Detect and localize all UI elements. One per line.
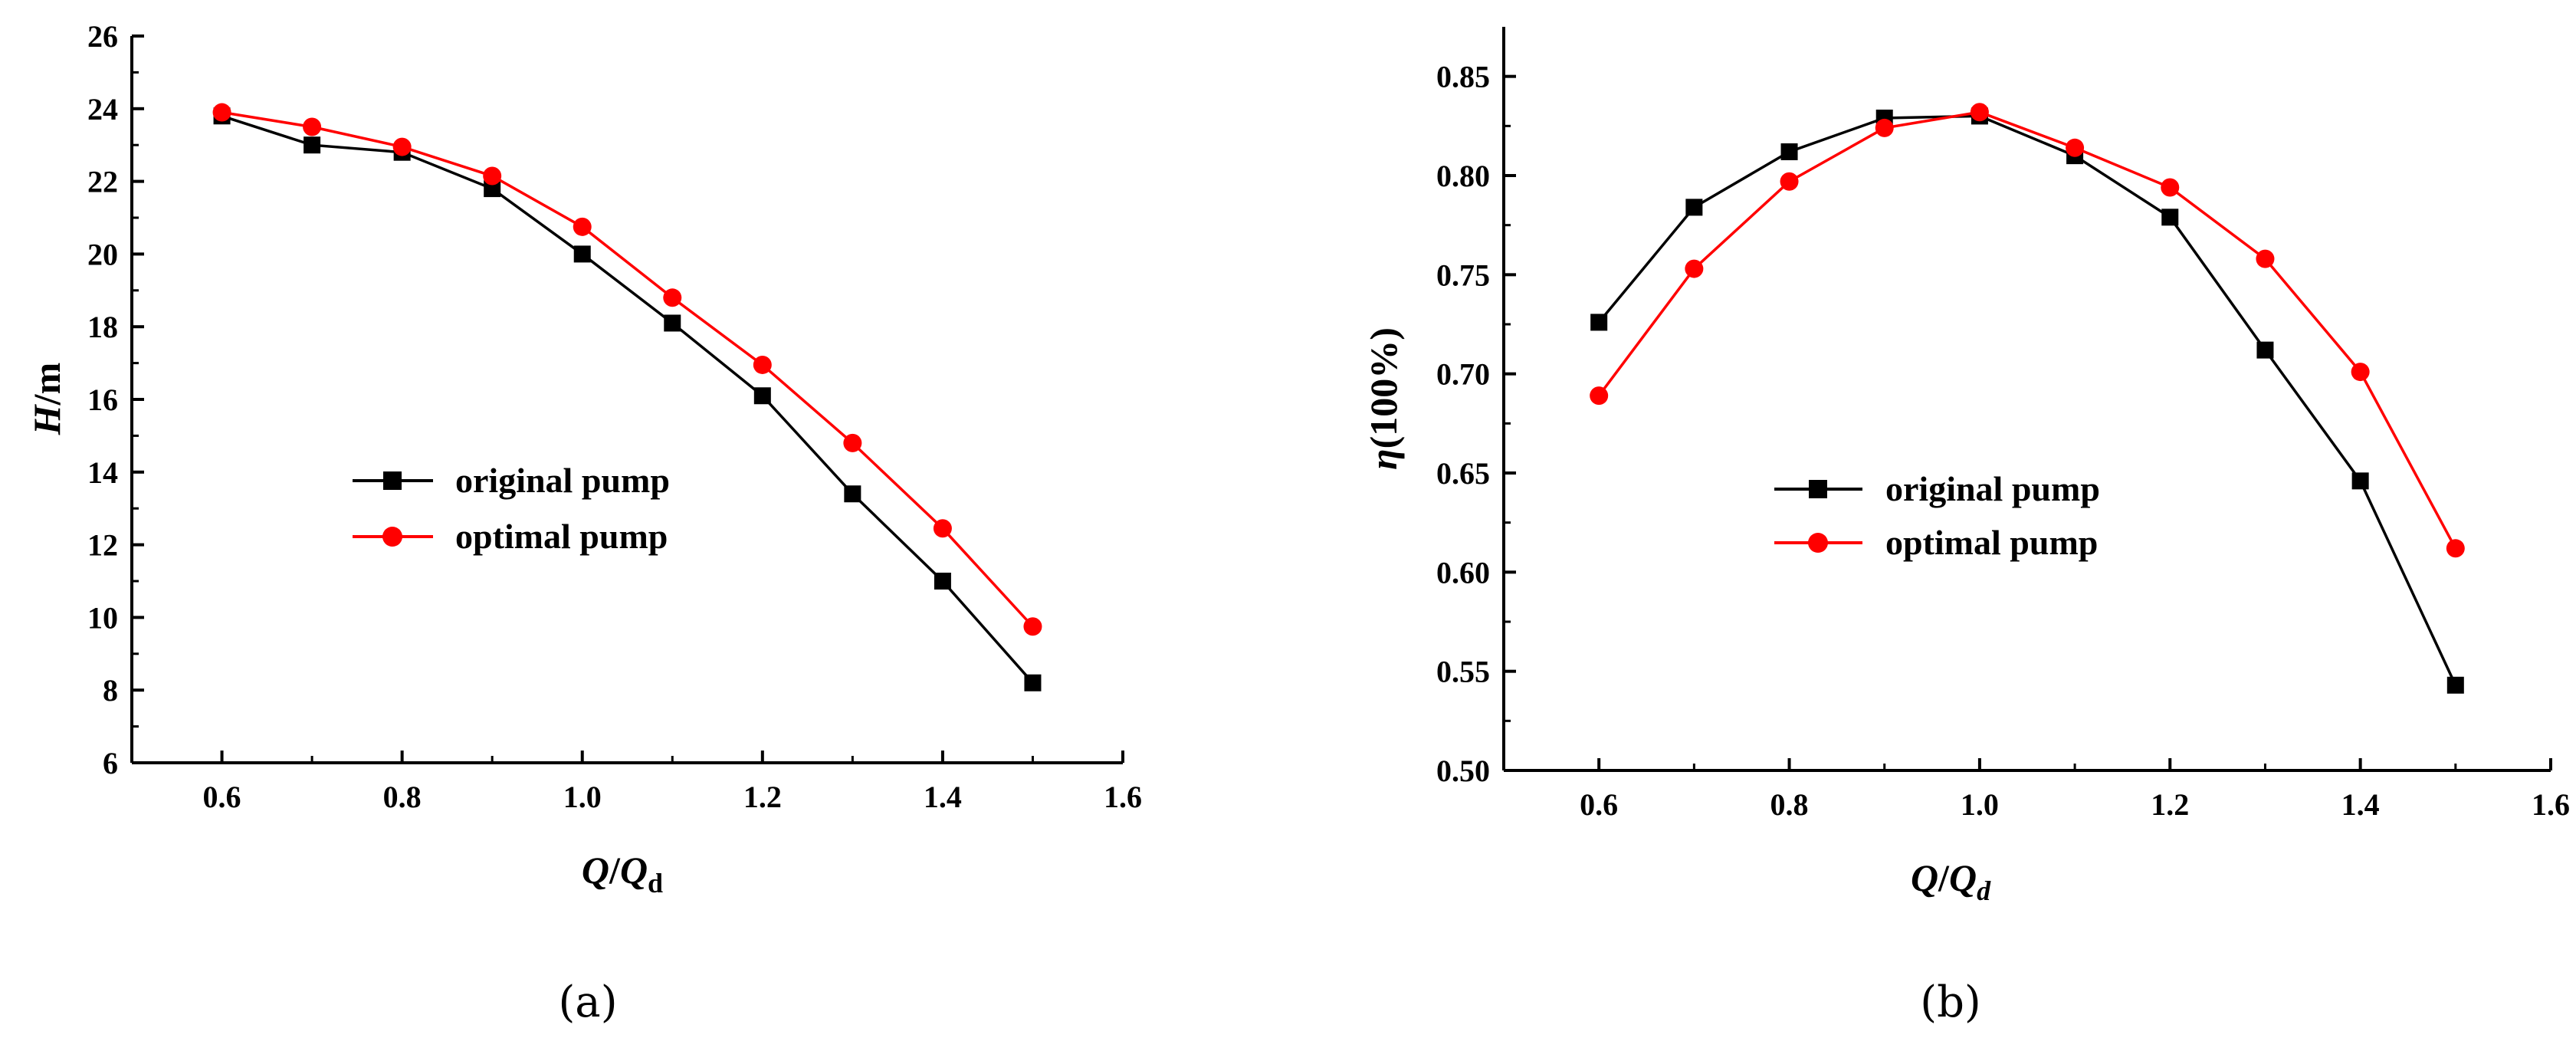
chart-b-optimal-pump-point [1590,386,1609,406]
chart-b: 0.6 0.8 1.0 1.2 1.4 1.6 0.50 0.55 0.60 0.65 0.70 0.… [1362,27,2570,1027]
legend-b-optimal-marker [1808,533,1828,553]
chart-b-optimal-pump-point [2446,539,2465,558]
chart-b-x-tick-label: 0.8 [1770,787,1809,822]
chart-a-optimal-pump-point [933,519,952,538]
chart-a-x-tick-label: 0.6 [203,780,241,814]
chart-a-ylabel: H/m [25,363,68,435]
panel-label-a: (a) [558,977,617,1027]
chart-b-original-pump-point [1590,314,1608,331]
chart-a-original-pump-point [304,136,321,154]
chart-a-original-pump-point [934,573,951,590]
chart-a-original-pump-point [484,180,501,198]
chart-b-optimal-pump-point [2161,178,2180,197]
chart-b-optimal-pump-point [1685,259,1704,278]
chart-b-optimal-pump-point [2351,363,2370,382]
chart-a-y-tick-label: 8 [103,673,118,708]
chart-a-legend: original pump optimal pump [353,461,670,556]
chart-b-axes: 0.6 0.8 1.0 1.2 1.4 1.6 0.50 0.55 0.60 0.65 0.70 0.… [1436,27,2570,822]
legend-b-original-marker [1809,480,1827,498]
chart-b-x-tick-label: 0.6 [1580,787,1618,822]
chart-a-original-pump-point [753,387,771,405]
chart-b-legend: original pump optimal pump [1774,469,2100,562]
chart-b-ylabel: η(100%) [1362,327,1405,470]
legend-a-optimal-marker [382,527,402,547]
chart-b-y-tick-label: 0.55 [1436,655,1490,689]
chart-b-y-tick-label: 0.65 [1436,456,1490,491]
chart-a-optimal-pump-point [303,117,322,136]
chart-a-x-tick-label: 0.8 [383,780,422,814]
chart-b-x-tick-label: 1.0 [1961,787,1999,822]
chart-a-y-tick-label: 16 [87,383,118,417]
chart-b-optimal-pump-point [1875,118,1894,137]
chart-a-optimal-pump-point [843,433,862,452]
legend-a-original-marker [383,471,402,490]
chart-a-original-pump-point [664,314,681,332]
chart-a-original-pump-point [844,485,861,503]
chart-b-y-tick-label: 0.70 [1436,357,1490,392]
chart-a-y-tick-label: 24 [87,92,118,126]
chart-a-x-tick-label: 1.0 [563,780,602,814]
chart-b-xlabel: Q/Qd [1911,856,1991,906]
panel-label-b: (b) [1920,977,1981,1027]
chart-a-y-tick-label: 14 [87,455,118,490]
chart-a-optimal-pump-point [663,288,682,307]
chart-b-x-tick-label: 1.6 [2532,787,2570,822]
chart-b-optimal-pump-line [1597,110,2457,550]
chart-b-original-pump-point [1780,143,1798,160]
chart-a-xlabel: Q/Qd [582,849,663,898]
chart-a-y-tick-label: 6 [103,746,118,780]
chart-a-original-pump-point [1024,674,1042,691]
chart-a-optimal-pump-point [483,166,502,186]
chart-a-y-tick-label: 22 [87,165,118,199]
chart-b-y-tick-label: 0.80 [1436,159,1490,193]
chart-a-y-tick-label: 12 [87,528,118,563]
chart-a-original-pump-point [573,245,591,263]
chart-b-original-pump-line [1597,114,2457,686]
chart-b-y-tick-label: 0.75 [1436,258,1490,292]
chart-b-ylabel-unit: (100%) [1362,327,1405,448]
chart-a-y-tick-label: 20 [87,237,118,271]
chart-a-optimal-pump-point [573,217,592,236]
chart-a-ylabel-var: H [25,403,68,435]
chart-a-y-tick-label: 26 [87,19,118,54]
chart-a-optimal-pump-line [222,110,1034,628]
chart-a-x-tick-label: 1.4 [924,780,962,814]
chart-b-ylabel-var: η [1362,448,1405,469]
legend-a-optimal-label: optimal pump [455,517,668,556]
chart-a-x-tick-label: 1.6 [1104,780,1142,814]
legend-a-original-label: original pump [455,461,670,500]
chart-a-optimal-pump-point [392,137,412,156]
chart-a-series [212,103,1042,691]
chart-b-original-pump-point [2351,472,2369,490]
chart-b-x-tick-label: 1.4 [2341,787,2380,822]
chart-a-ylabel-unit: /m [25,363,68,406]
chart-a: 0.6 0.8 1.0 1.2 1.4 1.6 6 8 10 12 14 16 18 20 22 24 26 H… [25,19,1142,1027]
chart-a-optimal-pump-point [212,103,231,122]
chart-b-original-pump-point [2161,209,2179,226]
legend-b-original-label: original pump [1885,469,2100,508]
chart-b-series [1590,103,2465,694]
chart-a-optimal-pump-point [753,355,772,374]
chart-b-x-tick-label: 1.2 [2151,787,2189,822]
chart-b-y-tick-label: 0.60 [1436,555,1490,590]
chart-a-x-tick-label: 1.2 [743,780,782,814]
legend-b-optimal-label: optimal pump [1885,523,2098,562]
chart-b-optimal-pump-point [1970,103,1989,122]
chart-a-axes: 0.6 0.8 1.0 1.2 1.4 1.6 6 8 10 12 14 16 18 20 22 24 26 [87,19,1142,814]
chart-b-y-tick-label: 0.50 [1436,754,1490,788]
chart-a-y-tick-label: 18 [87,310,118,344]
chart-b-original-pump-point [2446,676,2464,694]
chart-b-y-tick-label: 0.85 [1436,60,1490,94]
chart-b-original-pump-point [2256,341,2274,359]
chart-a-optimal-pump-point [1023,617,1042,636]
chart-b-optimal-pump-point [2066,138,2085,157]
chart-b-optimal-pump-point [2256,249,2275,268]
chart-b-optimal-pump-point [1780,172,1799,191]
chart-a-y-tick-label: 10 [87,600,118,635]
chart-b-original-pump-point [1685,199,1703,216]
chart-a-original-pump-line [222,114,1034,684]
